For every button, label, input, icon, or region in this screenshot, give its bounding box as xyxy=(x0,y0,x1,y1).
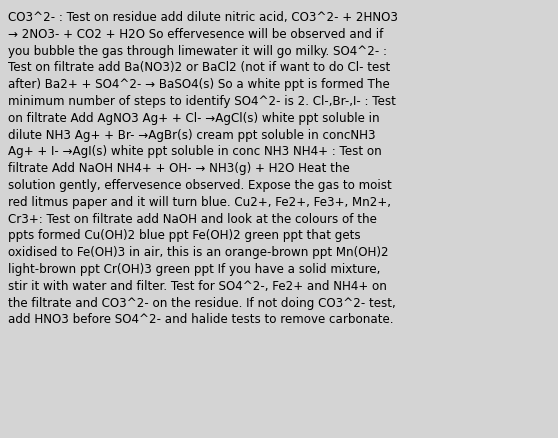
Text: CO3^2- : Test on residue add dilute nitric acid, CO3^2- + 2HNO3
→ 2NO3- + CO2 + : CO3^2- : Test on residue add dilute nitr… xyxy=(8,11,398,325)
